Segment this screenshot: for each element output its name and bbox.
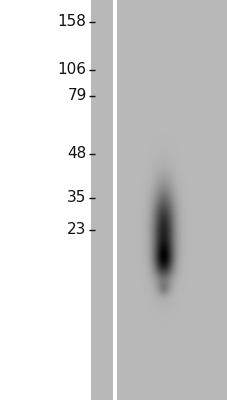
- Text: 158: 158: [57, 14, 86, 30]
- Bar: [117, 0, 227, 400]
- Text: 23: 23: [67, 222, 86, 238]
- Text: 48: 48: [67, 146, 86, 162]
- Text: 79: 79: [67, 88, 86, 104]
- Bar: [112, 0, 117, 400]
- Bar: [91, 0, 112, 400]
- Text: 106: 106: [57, 62, 86, 78]
- Text: 35: 35: [67, 190, 86, 206]
